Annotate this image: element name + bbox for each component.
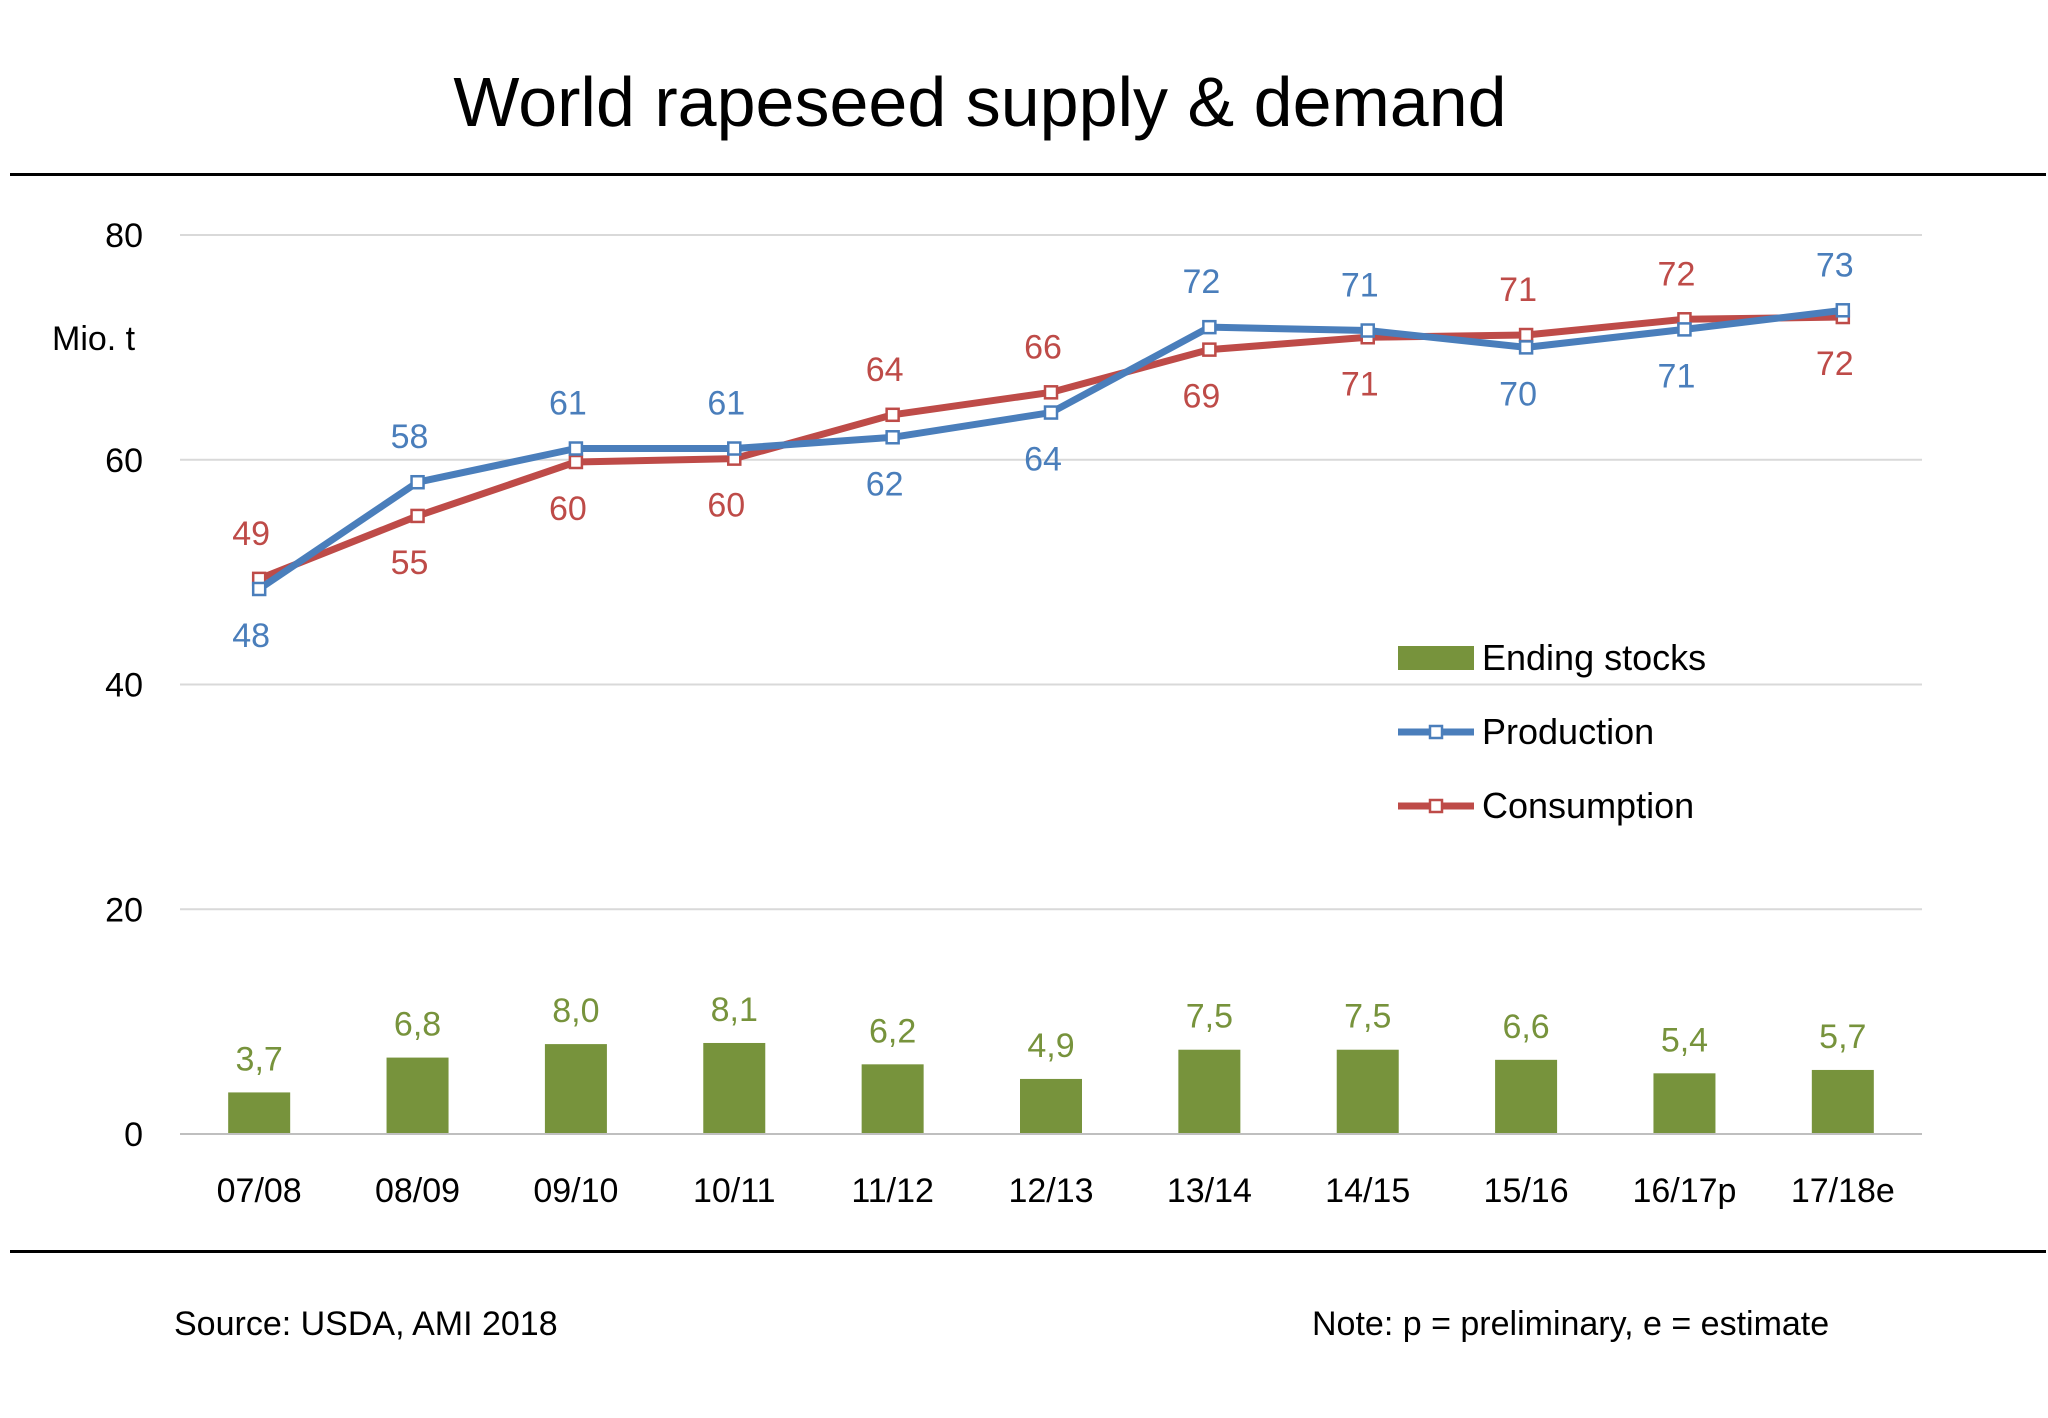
production-marker: [885, 430, 900, 445]
consumption-marker: [568, 454, 584, 470]
production-marker: [1202, 319, 1217, 335]
bar-data-label: 7,5: [1344, 998, 1391, 1036]
bar: [386, 1057, 449, 1134]
x-tick-label: 09/10: [533, 1172, 618, 1210]
x-tick-label: 15/16: [1484, 1172, 1569, 1210]
x-tick-label: 10/11: [693, 1172, 776, 1210]
production-data-label: 64: [1024, 441, 1062, 479]
bars: [228, 1042, 1874, 1134]
x-tick-label: 11/12: [851, 1172, 934, 1210]
consumption-data-label: 71: [1341, 365, 1379, 403]
bar: [861, 1064, 924, 1134]
bar: [228, 1092, 291, 1134]
bar: [1178, 1049, 1241, 1134]
y-tick-label: 20: [105, 891, 143, 929]
production-marker: [568, 441, 584, 456]
production-data-label: 72: [1182, 263, 1220, 301]
chart-title: World rapeseed supply & demand: [453, 63, 1507, 141]
consumption-marker: [1043, 385, 1059, 400]
production-data-label: 73: [1816, 246, 1854, 284]
bar: [1653, 1073, 1716, 1134]
bar-data-label: 6,2: [869, 1012, 916, 1050]
bar-data-label: 7,5: [1186, 998, 1233, 1036]
production-data-label: 48: [232, 617, 270, 655]
consumption-data-label: 72: [1816, 345, 1854, 383]
legend-label: Consumption: [1482, 785, 1694, 826]
gridlines: [180, 234, 1922, 911]
x-tick-label: 13/14: [1167, 1172, 1252, 1210]
production-data-label: 62: [866, 465, 904, 503]
bar-data-label: 5,4: [1661, 1021, 1708, 1059]
production-data-label: 58: [391, 418, 429, 456]
consumption-data-label: 55: [391, 544, 429, 582]
bar-data-label: 5,7: [1819, 1018, 1866, 1056]
consumption-data-label: 66: [1024, 328, 1062, 366]
legend: Ending stocks Production Consumption: [1398, 637, 1706, 826]
production-marker: [410, 474, 425, 490]
consumption-data-label: 49: [232, 515, 270, 553]
x-axis: 07/08 08/09 09/10 10/11 11/12 12/13 13/14 14/15…: [180, 1133, 1922, 1210]
consumption-data-label: 72: [1658, 255, 1696, 293]
production-marker: [1043, 405, 1059, 420]
x-tick-label: 12/13: [1008, 1172, 1093, 1210]
consumption-marker: [1202, 342, 1217, 357]
bar-data-label: 6,6: [1502, 1008, 1549, 1046]
bar: [703, 1042, 766, 1134]
production-marker: [1835, 303, 1851, 318]
production-data-label: 61: [707, 385, 745, 423]
bar-data-label: 4,9: [1027, 1027, 1074, 1065]
data-labels: 3,7 6,8 8,0 8,1 6,2 4,9 7,5 7,5 6,6 5,4 5,7 48 58 61 6…: [232, 246, 1866, 1078]
y-tick-label: 60: [105, 442, 143, 480]
top-divider: [10, 173, 2046, 176]
y-axis-label: Mio. t: [52, 320, 136, 358]
bar-data-label: 3,7: [236, 1040, 283, 1078]
production-data-label: 71: [1341, 267, 1379, 305]
bar: [1811, 1069, 1874, 1134]
x-tick-label: 17/18e: [1791, 1172, 1895, 1210]
lines: [251, 303, 1851, 597]
consumption-data-label: 69: [1182, 378, 1220, 416]
production-data-label: 70: [1499, 375, 1537, 413]
x-tick-label: 07/08: [217, 1172, 302, 1210]
bottom-divider: [10, 1250, 2046, 1253]
y-axis: 0 20 40 60 80: [105, 217, 143, 1154]
production-marker: [251, 581, 267, 597]
consumption-marker: [410, 508, 425, 524]
legend-label: Production: [1482, 711, 1654, 752]
consumption-marker: [885, 407, 900, 423]
consumption-data-label: 60: [549, 490, 587, 528]
legend-marker-consumption: [1428, 798, 1444, 814]
production-data-label: 71: [1658, 357, 1696, 395]
production-marker: [727, 441, 742, 456]
y-tick-label: 80: [105, 217, 143, 255]
source-note: Source: USDA, AMI 2018: [174, 1305, 558, 1343]
production-marker: [1518, 340, 1534, 355]
x-tick-label: 08/09: [375, 1172, 460, 1210]
bar: [1336, 1049, 1399, 1134]
bar: [544, 1044, 607, 1134]
production-data-label: 61: [549, 385, 587, 423]
bar-data-label: 8,1: [711, 991, 758, 1029]
consumption-data-label: 60: [707, 487, 745, 525]
y-tick-label: 0: [124, 1116, 143, 1154]
x-tick-label: 16/17p: [1632, 1172, 1736, 1210]
y-tick-label: 40: [105, 667, 143, 705]
bar-data-label: 6,8: [394, 1006, 441, 1044]
legend-swatch-ending-stocks: [1398, 646, 1474, 670]
bar: [1020, 1078, 1082, 1134]
bar: [1495, 1059, 1558, 1134]
consumption-data-label: 64: [866, 351, 904, 389]
footnote: Note: p = preliminary, e = estimate: [1312, 1305, 1830, 1343]
consumption-marker: [1518, 327, 1534, 343]
x-tick-label: 14/15: [1325, 1172, 1410, 1210]
production-marker: [1360, 323, 1375, 338]
production-marker: [1677, 322, 1692, 337]
legend-label: Ending stocks: [1482, 637, 1706, 678]
legend-marker-production: [1428, 724, 1444, 740]
consumption-data-label: 71: [1499, 271, 1537, 309]
bar-data-label: 8,0: [552, 992, 599, 1030]
